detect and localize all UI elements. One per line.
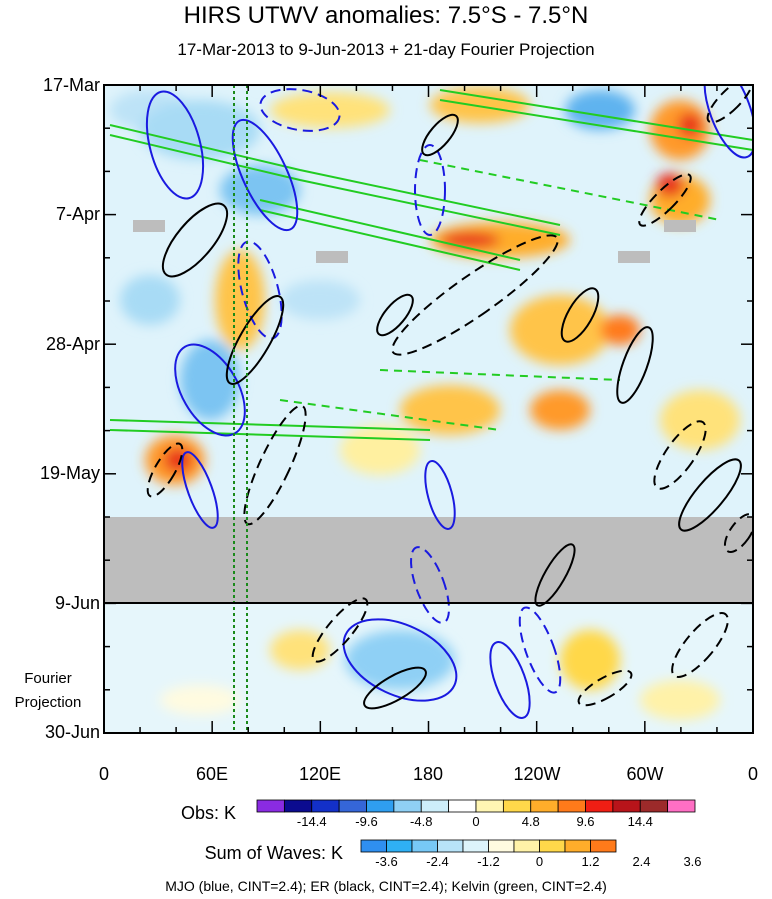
missing-data-band: [104, 517, 753, 603]
colorbar-tick-label: -14.4: [296, 814, 327, 829]
colorbar-tick-label: -1.2: [477, 854, 500, 869]
y-tick-label: 30-Jun: [44, 722, 100, 742]
anomaly-field: [110, 87, 740, 720]
y-tick-label: 7-Apr: [55, 204, 100, 224]
colorbar-swatch: [564, 839, 591, 853]
colorbar-tick-label: 0: [535, 854, 544, 869]
colorbar-swatch: [411, 839, 438, 853]
x-tick-label: 60E: [195, 764, 229, 784]
colorbar-swatch: [667, 799, 696, 813]
x-tick-label: 120E: [298, 764, 342, 784]
colorbar-tick-label: 1.2: [581, 854, 600, 869]
colorbar-swatch: [513, 839, 540, 853]
x-tick-label: 0: [747, 764, 758, 784]
colorbar-tick-label: 0: [472, 814, 480, 829]
colorbar-tick-label: 9.6: [576, 814, 595, 829]
colorbar-tick-label: 14.4: [627, 814, 653, 829]
colorbar-tick-label: 2.4: [632, 854, 651, 869]
colorbar-swatch: [539, 839, 566, 853]
colorbar-swatch: [590, 839, 617, 853]
x-tick-label: 180: [412, 764, 444, 784]
chart-subtitle: 17-Mar-2013 to 9-Jun-2013 + 21-day Fouri…: [177, 40, 595, 59]
x-tick-label: 60W: [626, 764, 664, 784]
colorbar-tick-label: -9.6: [355, 814, 378, 829]
colorbar-tick-label: -2.4: [426, 854, 449, 869]
axis-ticks: [103, 84, 754, 734]
colorbar-swatch: [437, 839, 464, 853]
obs-legend-label: Obs: K: [180, 803, 236, 823]
x-tick-label: 0: [98, 764, 109, 784]
colorbar-swatch: [462, 839, 489, 853]
colorbar-swatch: [386, 839, 413, 853]
colorbar-tick-label: 3.6: [683, 854, 702, 869]
y-tick-label: 17-Mar: [42, 75, 100, 95]
colorbar-swatch: [488, 839, 515, 853]
waves-legend-label: Sum of Waves: K: [204, 843, 343, 863]
colorbar-tick-label: 4.8: [521, 814, 540, 829]
kelvin-contours: [109, 89, 753, 441]
chart-title: HIRS UTWV anomalies: 7.5°S - 7.5°N: [183, 2, 589, 29]
colorbar-tick-label: -3.6: [375, 854, 398, 869]
x-tick-label: 120W: [513, 764, 561, 784]
colorbar-tick-label: -4.8: [410, 814, 433, 829]
projection-label-line1: Fourier: [24, 670, 72, 687]
contour-legend: MJO (blue, CINT=2.4); ER (black, CINT=2.…: [165, 878, 607, 894]
y-tick-label: 28-Apr: [45, 334, 100, 354]
projection-label-line2: Projection: [14, 694, 82, 711]
y-tick-label: 9-Jun: [54, 593, 100, 613]
y-tick-label: 19-May: [39, 463, 100, 483]
colorbar-swatch: [360, 839, 387, 853]
